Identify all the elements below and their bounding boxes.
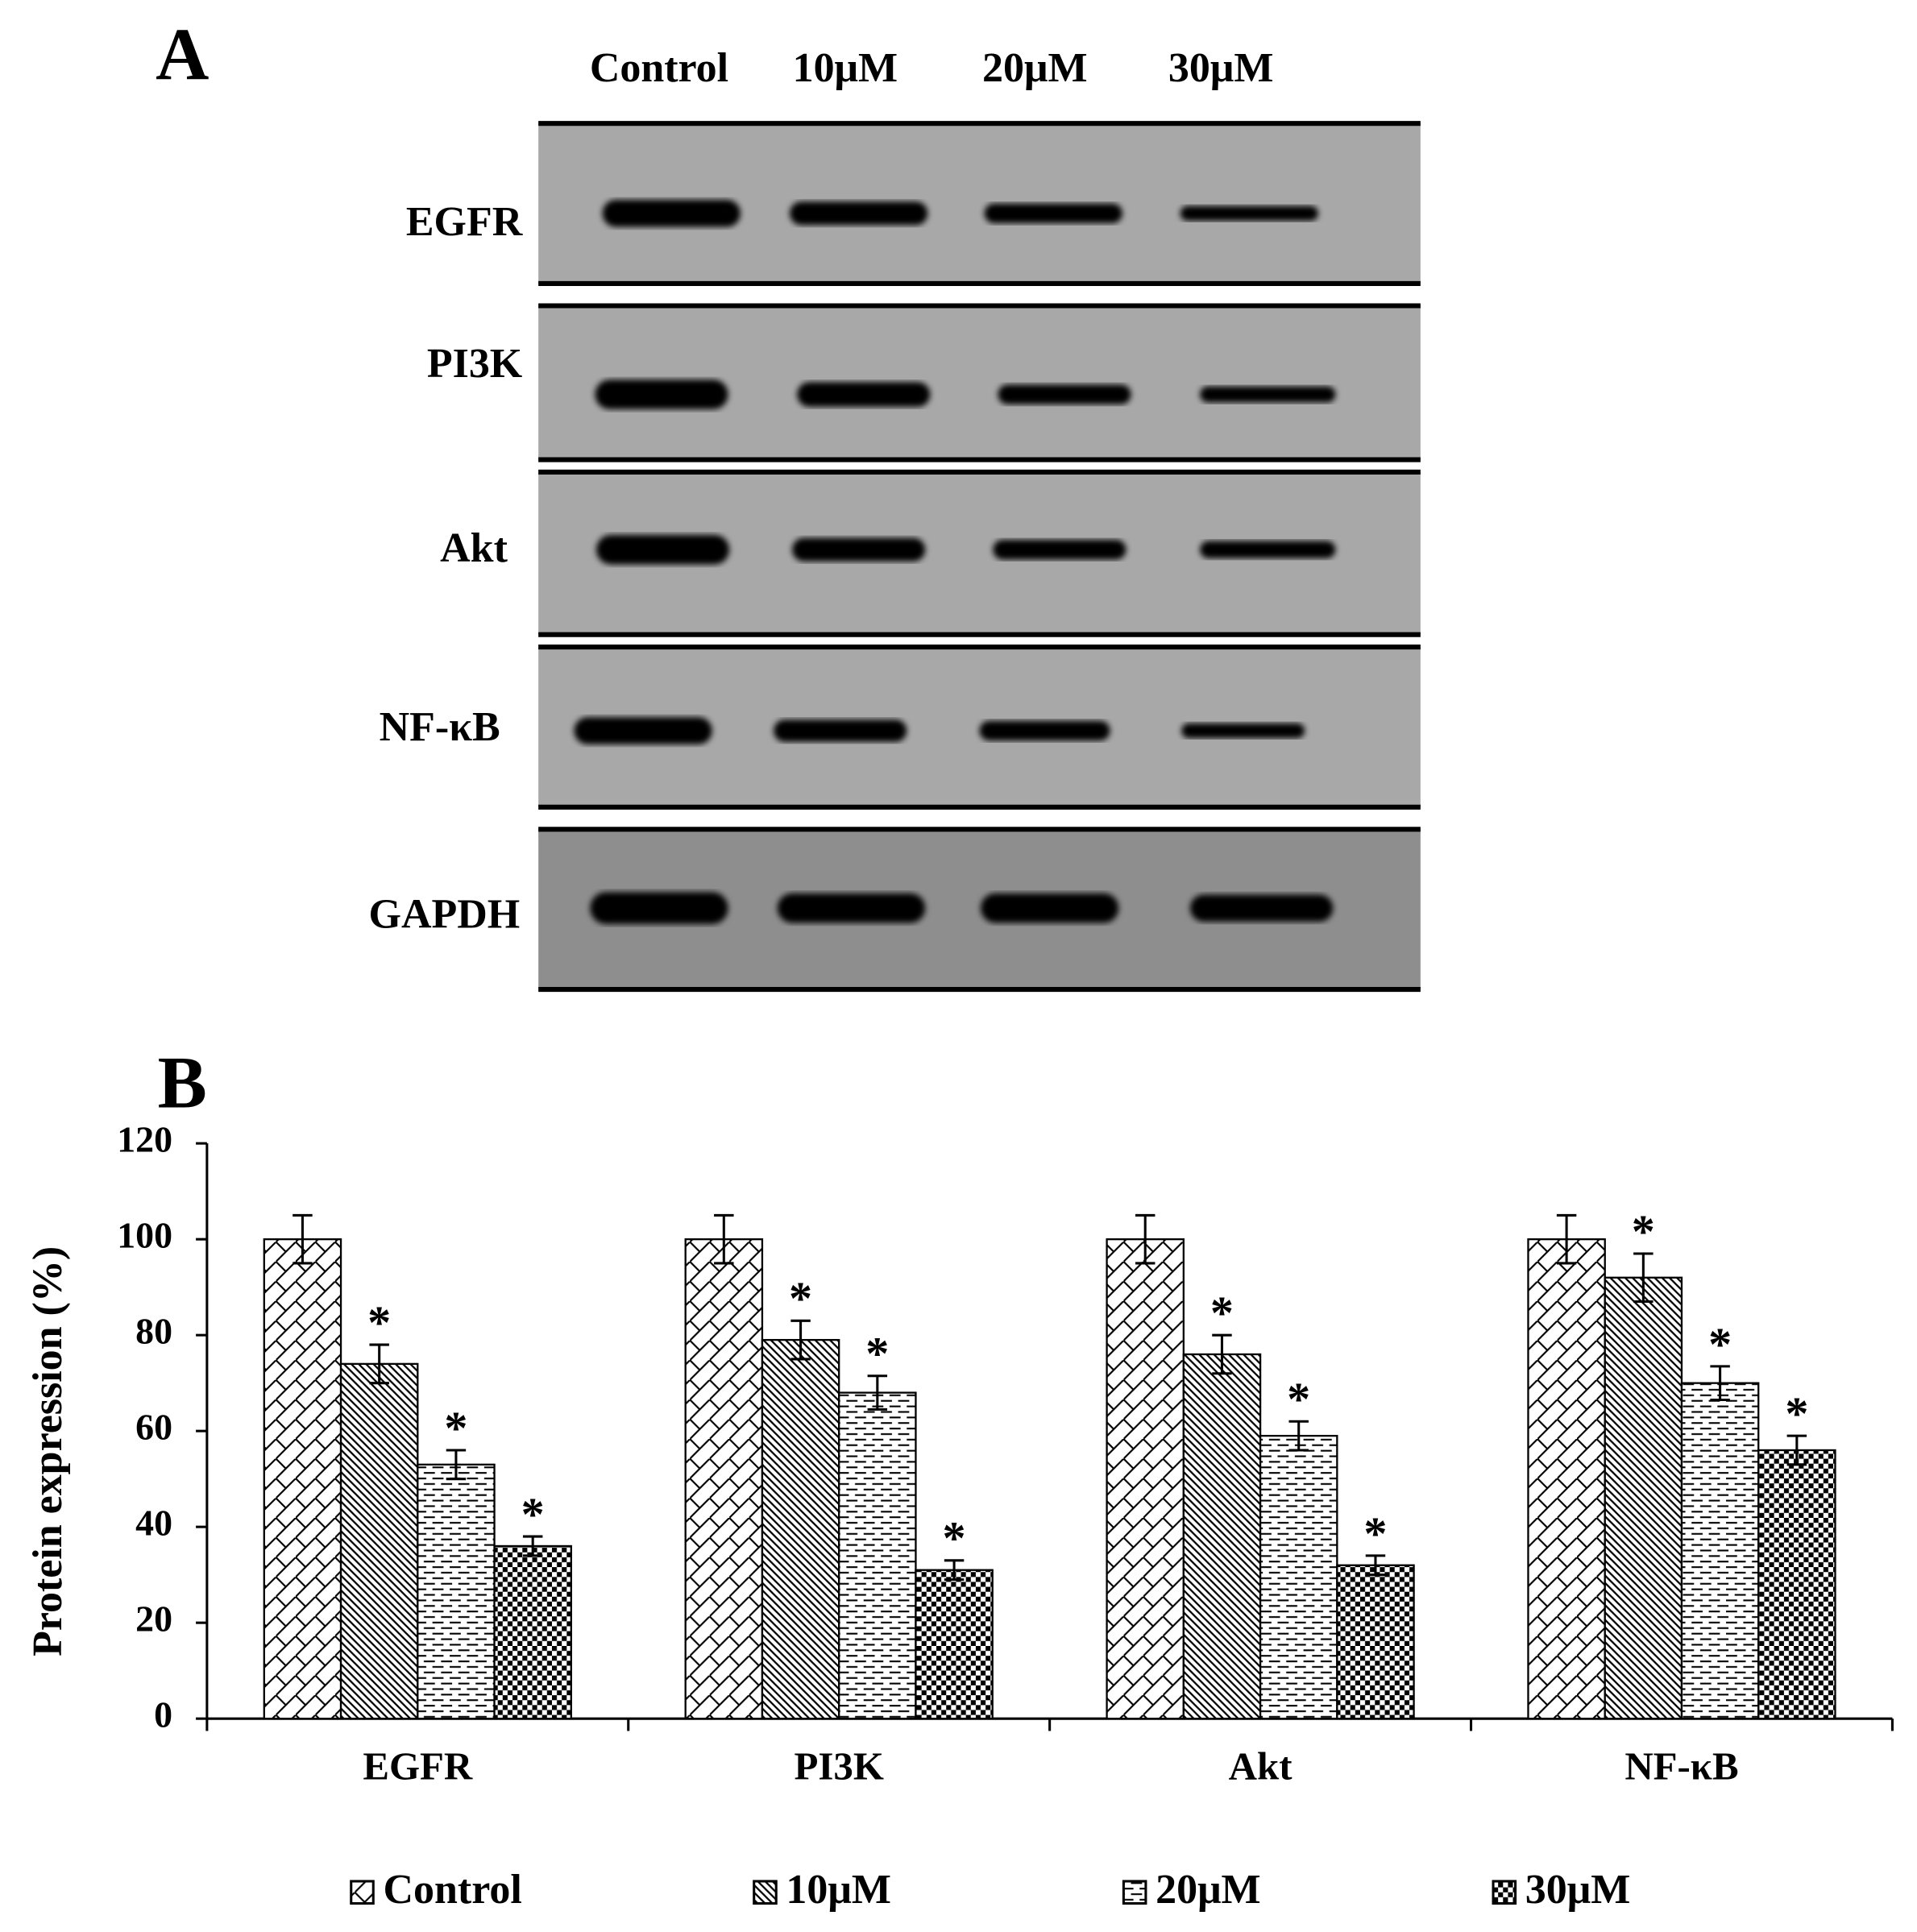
error-bar: [1556, 1213, 1577, 1265]
bar: [1527, 1238, 1606, 1720]
bar-chart: 0 20 40 60 80 100 120 EGFR * * * PI3K * * * Akt * * * NF-κB…: [117, 1119, 1894, 1913]
error-bar: [1710, 1365, 1730, 1402]
protein-band: [998, 384, 1131, 404]
significance-marker: *: [521, 1488, 545, 1540]
panel-label: B: [158, 1041, 207, 1123]
error-bar: [369, 1343, 389, 1385]
error-bar: [1135, 1213, 1156, 1265]
y-tick-label: 20: [135, 1598, 172, 1640]
y-tick-label: 40: [135, 1503, 172, 1544]
significance-marker: *: [444, 1402, 467, 1454]
row-label: PI3K: [427, 341, 523, 387]
significance-marker: *: [1363, 1507, 1387, 1560]
error-bar: [1288, 1420, 1309, 1452]
lane-label: 30μM: [1168, 45, 1273, 91]
error-bar: [522, 1535, 543, 1557]
protein-band: [595, 534, 730, 565]
y-tick-label: 100: [117, 1215, 172, 1256]
row-label: NF-κB: [380, 704, 500, 750]
bar: [1604, 1276, 1683, 1720]
error-bar: [867, 1374, 888, 1411]
significance-marker: *: [367, 1296, 391, 1349]
protein-band: [590, 892, 728, 925]
row-label: GAPDH: [369, 891, 521, 937]
bar: [417, 1463, 496, 1720]
error-bar: [1212, 1333, 1232, 1375]
protein-band: [777, 893, 926, 923]
bar: [1680, 1382, 1760, 1720]
error-bar: [714, 1213, 734, 1265]
western-blot: Control 10μM 20μM 30μM EGFR PI3K Akt NF-κB GAPDH: [369, 45, 1421, 993]
bar: [1106, 1238, 1185, 1720]
y-tick-label: 80: [135, 1311, 172, 1352]
bar: [1259, 1434, 1338, 1720]
error-bar: [293, 1213, 313, 1265]
error-bar: [1786, 1434, 1807, 1466]
significance-marker: *: [1785, 1387, 1808, 1440]
protein-band: [792, 537, 926, 562]
panel-label: A: [156, 13, 209, 95]
protein-band: [774, 719, 907, 742]
protein-band: [797, 382, 931, 407]
significance-marker: *: [1210, 1287, 1234, 1339]
protein-band: [1181, 723, 1305, 739]
significance-marker: *: [943, 1512, 966, 1565]
protein-band: [993, 539, 1127, 560]
protein-band: [595, 379, 728, 409]
bar: [838, 1391, 917, 1720]
protein-band: [1200, 541, 1336, 558]
protein-band: [981, 893, 1119, 923]
y-tick-label: 60: [135, 1407, 172, 1448]
protein-band: [574, 717, 712, 744]
legend-swatch: [753, 1880, 778, 1905]
protein-band: [602, 200, 741, 227]
bar: [684, 1238, 764, 1720]
x-tick-label: PI3K: [794, 1744, 883, 1789]
bar: [1757, 1449, 1836, 1720]
y-tick-label: 120: [117, 1119, 172, 1160]
row-label: EGFR: [406, 199, 523, 245]
x-tick-label: Akt: [1229, 1744, 1293, 1789]
significance-marker: *: [865, 1328, 889, 1380]
protein-band: [1200, 386, 1336, 403]
y-tick-label: 0: [154, 1694, 172, 1735]
bar: [263, 1238, 342, 1720]
bar: [761, 1338, 840, 1720]
legend-label: 10μM: [786, 1867, 890, 1913]
protein-band: [1189, 894, 1334, 922]
x-tick-label: EGFR: [363, 1744, 473, 1789]
significance-marker: *: [1708, 1318, 1732, 1370]
error-bar: [446, 1449, 467, 1481]
bar: [493, 1544, 572, 1720]
legend-label: 20μM: [1156, 1867, 1260, 1913]
legend-label: 30μM: [1525, 1867, 1630, 1913]
error-bar: [1633, 1252, 1654, 1304]
lane-label: 20μM: [982, 45, 1087, 91]
row-label: Akt: [440, 525, 508, 571]
legend-swatch: [1492, 1880, 1517, 1905]
error-bar: [1365, 1554, 1386, 1577]
significance-marker: *: [1287, 1373, 1310, 1425]
bar: [915, 1569, 994, 1720]
legend-swatch: [1122, 1880, 1147, 1905]
significance-marker: *: [1632, 1205, 1655, 1258]
bar: [1336, 1564, 1415, 1720]
bar: [1182, 1353, 1262, 1720]
protein-band: [984, 203, 1122, 224]
protein-band: [979, 720, 1110, 741]
bar: [339, 1362, 419, 1720]
legend-label: Control: [383, 1867, 521, 1913]
lane-label: Control: [590, 45, 728, 91]
error-bar: [944, 1559, 965, 1582]
x-tick-label: NF-κB: [1624, 1744, 1738, 1789]
protein-band: [1180, 205, 1318, 222]
protein-band: [790, 201, 928, 226]
significance-marker: *: [789, 1272, 812, 1325]
lane-label: 10μM: [793, 45, 898, 91]
y-axis-label: Protein expression (%): [25, 1246, 71, 1656]
legend-swatch: [350, 1880, 375, 1905]
error-bar: [790, 1319, 811, 1361]
